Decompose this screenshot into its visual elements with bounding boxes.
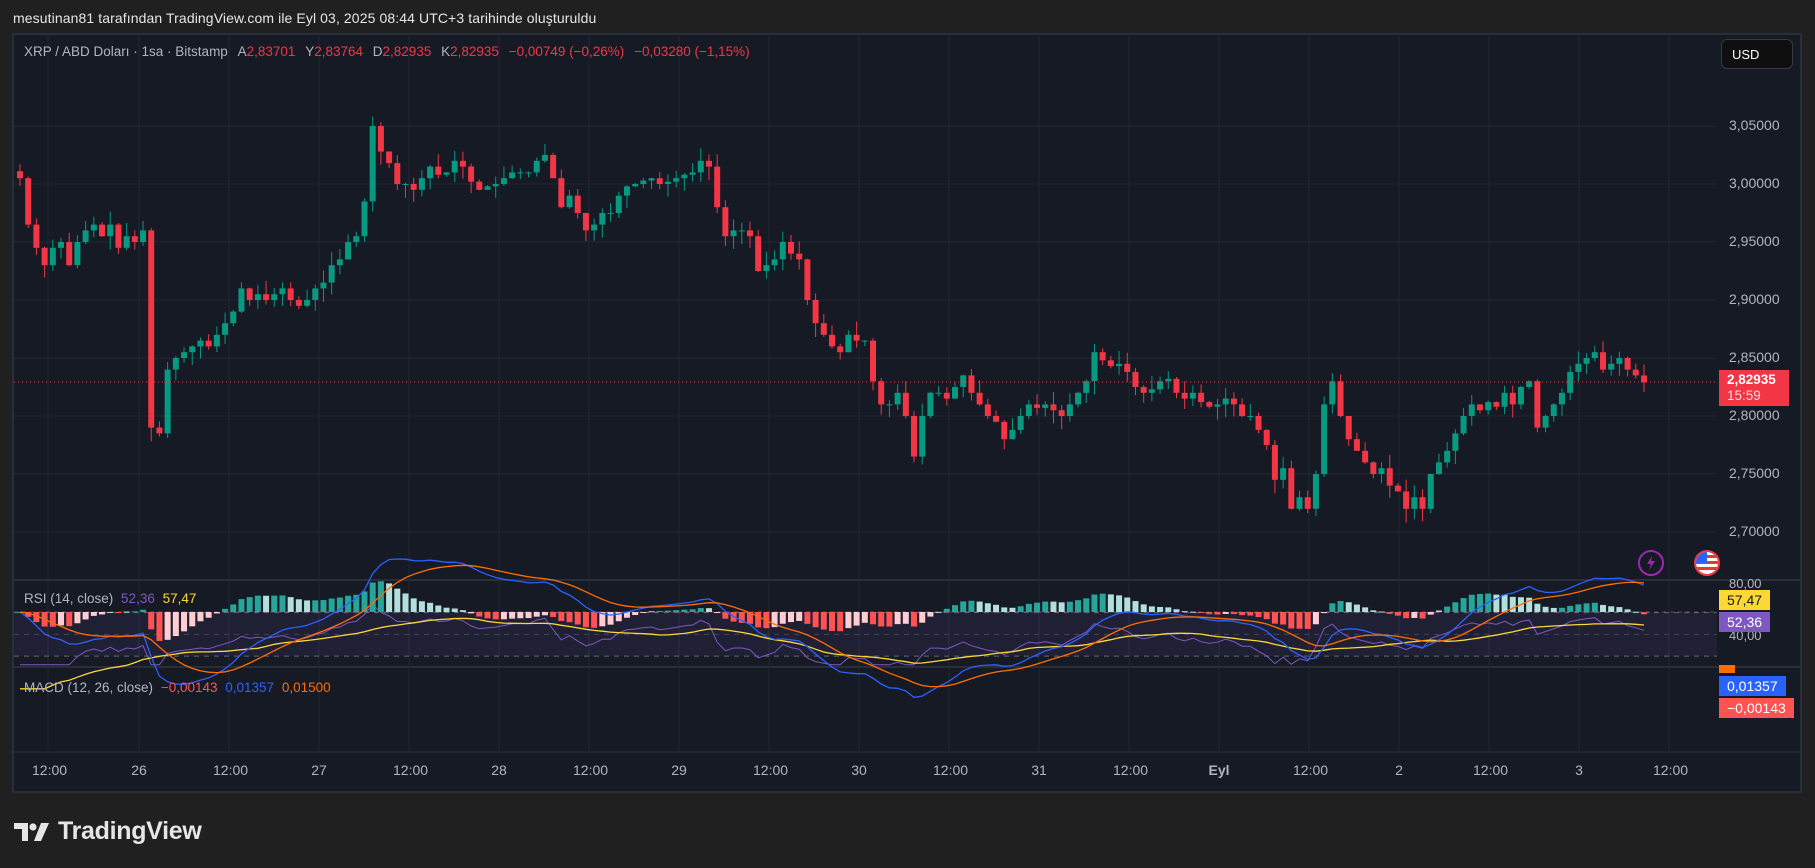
price-axis-label: 2,70000: [1729, 523, 1780, 539]
time-axis-label: 3: [1575, 762, 1583, 778]
price-axis-label: 2,85000: [1729, 349, 1780, 365]
time-axis-label: 12:00: [1113, 762, 1149, 778]
macd-hist-value: −0,00143: [160, 680, 218, 695]
price-axis-label: 3,05000: [1729, 117, 1780, 133]
time-axis-label: 12:00: [393, 762, 429, 778]
time-axis-label: 27: [311, 762, 327, 778]
price-axis-label: 2,80000: [1729, 407, 1780, 423]
macd-title: MACD (12, 26, close): [24, 680, 154, 695]
price-axis-label: 2,90000: [1729, 291, 1780, 307]
time-axis-label: 26: [131, 762, 147, 778]
rsi-value-tag: 52,36: [1719, 612, 1771, 632]
time-axis-label: 28: [491, 762, 507, 778]
rsi-axis-80: 80,00: [1729, 576, 1762, 591]
change-value-2: −0,03280 (−1,15%): [634, 44, 750, 59]
time-axis-label: 12:00: [1473, 762, 1509, 778]
time-axis-label: 12:00: [753, 762, 789, 778]
open-value: 2,83701: [246, 44, 296, 59]
tradingview-logo[interactable]: TradingView: [14, 817, 202, 846]
symbol-title: XRP / ABD Doları · 1sa · Bitstamp: [24, 44, 228, 59]
macd-signal-value: 0,01500: [281, 680, 331, 695]
macd-signal-tag: [1719, 665, 1735, 673]
macd-line-value: 0,01357: [225, 680, 275, 695]
currency-button[interactable]: USD: [1721, 39, 1793, 69]
lightning-icon[interactable]: [1638, 550, 1664, 576]
time-axis-label: 31: [1031, 762, 1047, 778]
time-axis-label: 12:00: [213, 762, 249, 778]
symbol-legend[interactable]: XRP / ABD Doları · 1sa · Bitstamp A2,837…: [24, 44, 750, 59]
time-axis-label: 12:00: [1653, 762, 1689, 778]
rsi-ma-tag: 57,47: [1719, 590, 1771, 610]
rsi-title: RSI (14, close): [24, 591, 114, 606]
high-value: 2,83764: [314, 44, 364, 59]
last-price-value: 2,82935: [1727, 372, 1776, 387]
chart-caption: mesutinan81 tarafından TradingView.com i…: [13, 10, 597, 26]
rsi-ma-value: 57,47: [162, 591, 197, 606]
time-axis-label: 12:00: [1293, 762, 1329, 778]
time-axis-label: Eyl: [1208, 762, 1230, 778]
rsi-value: 52,36: [121, 591, 155, 606]
bar-countdown: 15:59: [1727, 388, 1761, 403]
chart-canvas[interactable]: [14, 35, 1800, 791]
brand-name: TradingView: [58, 817, 202, 845]
price-axis-label: 2,75000: [1729, 465, 1780, 481]
time-axis-label: 30: [851, 762, 867, 778]
close-value: 2,82935: [450, 44, 499, 59]
macd-hist-tag: −0,00143: [1719, 698, 1794, 718]
price-axis-label: 3,00000: [1729, 175, 1780, 191]
macd-legend[interactable]: MACD (12, 26, close) −0,00143 0,01357 0,…: [24, 680, 331, 695]
us-flag-icon[interactable]: [1694, 550, 1720, 576]
price-axis-label: 2,95000: [1729, 233, 1780, 249]
open-label: A: [237, 44, 247, 59]
time-axis-label: 2: [1395, 762, 1403, 778]
time-axis-label: 12:00: [573, 762, 609, 778]
close-label: K: [441, 44, 451, 59]
rsi-legend[interactable]: RSI (14, close) 52,36 57,47: [24, 591, 196, 606]
high-label: Y: [305, 44, 315, 59]
time-axis-label: 29: [671, 762, 687, 778]
chart-frame[interactable]: XRP / ABD Doları · 1sa · Bitstamp A2,837…: [12, 33, 1802, 793]
low-value: 2,82935: [382, 44, 432, 59]
macd-line-tag: 0,01357: [1719, 676, 1786, 696]
change-value: −0,00749 (−0,26%): [508, 44, 625, 59]
time-axis-label: 12:00: [32, 762, 68, 778]
tradingview-logo-icon: [14, 822, 49, 841]
low-label: D: [372, 44, 383, 59]
time-axis-label: 12:00: [933, 762, 969, 778]
last-price-label: 2,82935 15:59: [1719, 370, 1789, 406]
